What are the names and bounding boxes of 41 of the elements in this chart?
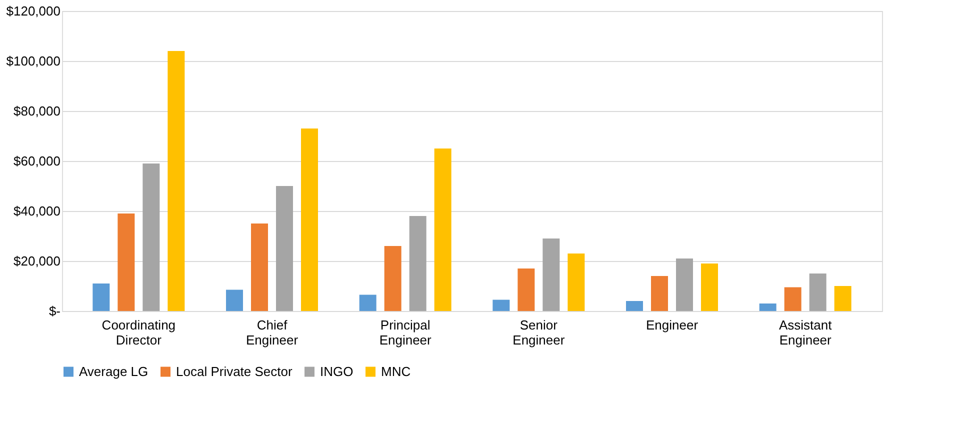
bar — [568, 254, 585, 311]
legend-label: Local Private Sector — [176, 364, 294, 379]
bar — [626, 301, 643, 311]
bar — [759, 304, 776, 311]
x-tick-label: Senior Engineer — [512, 318, 566, 348]
bar — [251, 224, 268, 311]
y-tick-label: $- — [48, 304, 60, 318]
bar — [492, 300, 510, 311]
bar — [92, 284, 110, 311]
bar — [809, 274, 826, 311]
legend-label: INGO — [320, 364, 354, 379]
y-tick-label: $100,000 — [6, 54, 60, 68]
bar — [651, 276, 668, 311]
bar — [142, 164, 160, 311]
bar — [784, 287, 802, 311]
bar — [676, 258, 693, 311]
bar — [226, 290, 243, 311]
y-tick-label: $60,000 — [14, 154, 60, 168]
bar — [168, 51, 185, 311]
bar — [434, 148, 452, 311]
bar — [542, 238, 560, 311]
bar — [118, 214, 135, 311]
bar — [301, 128, 318, 311]
legend-label: Average LG — [79, 364, 148, 379]
bar — [518, 268, 535, 311]
bar — [384, 246, 402, 311]
bar — [701, 264, 718, 311]
x-tick-label: Principal Engineer — [379, 318, 432, 348]
y-tick-label: $40,000 — [14, 204, 60, 218]
x-tick-label: Chief Engineer — [246, 318, 299, 348]
bar — [359, 294, 376, 311]
x-tick-label: Coordinating Director — [102, 318, 176, 348]
x-tick-label: Assistant Engineer — [778, 318, 832, 348]
x-tick-label: Engineer — [646, 318, 699, 332]
bar — [409, 216, 426, 311]
legend-label: MNC — [381, 364, 411, 379]
y-tick-label: $120,000 — [6, 4, 60, 18]
y-tick-label: $20,000 — [14, 254, 60, 268]
bar — [834, 286, 852, 311]
y-tick-label: $80,000 — [14, 104, 60, 118]
bar — [276, 186, 293, 311]
